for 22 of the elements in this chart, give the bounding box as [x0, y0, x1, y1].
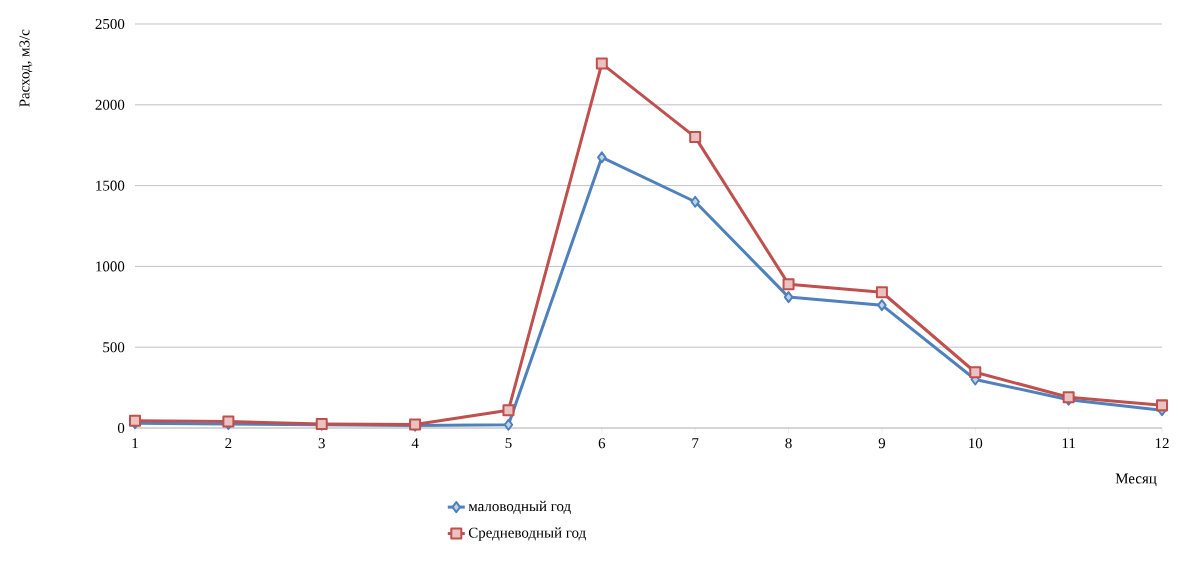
x-tick-label: 3	[318, 438, 325, 449]
x-tick-label: 11	[1062, 438, 1075, 449]
x-tick-label: 6	[598, 438, 606, 449]
x-axis-title: Месяц	[1115, 473, 1157, 487]
x-tick-label: 7	[692, 438, 699, 448]
x-tick-label: 12	[1155, 438, 1169, 449]
x-tick-label: 8	[785, 438, 792, 449]
y-tick-label: 500	[103, 342, 125, 353]
y-axis-title: Расход, м3/с	[19, 29, 33, 107]
y-tick-label: 2000	[95, 99, 125, 110]
x-tick-label: 1	[132, 438, 138, 449]
x-tick-label: 4	[411, 438, 419, 449]
y-tick-label: 1500	[96, 180, 125, 191]
x-tick-label: 5	[505, 438, 512, 449]
legend-label: маловодный год	[468, 500, 571, 514]
legend-label: Средневодный год	[468, 527, 586, 541]
y-tick-label: 0	[117, 422, 125, 434]
y-tick-label: 1000	[96, 261, 125, 272]
y-tick-label: 2500	[95, 18, 125, 30]
x-tick-label: 9	[878, 438, 886, 449]
x-tick-label: 2	[225, 438, 232, 449]
x-tick-label: 10	[969, 438, 983, 449]
